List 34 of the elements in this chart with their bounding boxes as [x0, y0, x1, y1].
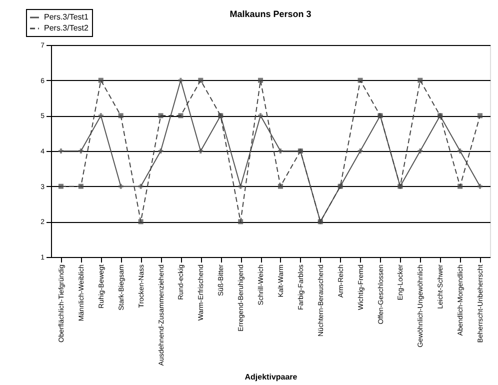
- point: [198, 148, 204, 154]
- point: [358, 148, 363, 154]
- x-axis-title: Adjektivpaare: [244, 372, 298, 382]
- point: [458, 184, 463, 189]
- chart-title: Malkauns Person 3: [230, 9, 312, 19]
- point: [138, 184, 144, 189]
- point: [258, 113, 264, 118]
- point: [78, 184, 84, 189]
- point: [58, 184, 64, 189]
- point: [458, 148, 463, 154]
- point: [78, 148, 84, 154]
- point: [98, 78, 104, 83]
- point: [478, 184, 483, 189]
- point: [418, 148, 423, 154]
- point: [238, 219, 244, 224]
- legend-label: Pers.3/Test2: [44, 24, 90, 32]
- point: [158, 148, 164, 154]
- point: [418, 78, 423, 83]
- point: [158, 113, 164, 118]
- point: [278, 184, 283, 189]
- legend-label: Pers.3/Test1: [44, 12, 90, 22]
- point: [238, 184, 244, 189]
- point: [178, 78, 184, 83]
- point: [278, 148, 283, 154]
- point: [98, 113, 104, 118]
- point: [478, 113, 483, 118]
- point: [138, 219, 144, 224]
- point: [58, 148, 64, 154]
- point: [358, 78, 363, 83]
- point: [118, 113, 124, 118]
- point: [118, 184, 124, 189]
- point: [178, 113, 184, 118]
- point: [258, 78, 264, 83]
- point: [198, 78, 204, 83]
